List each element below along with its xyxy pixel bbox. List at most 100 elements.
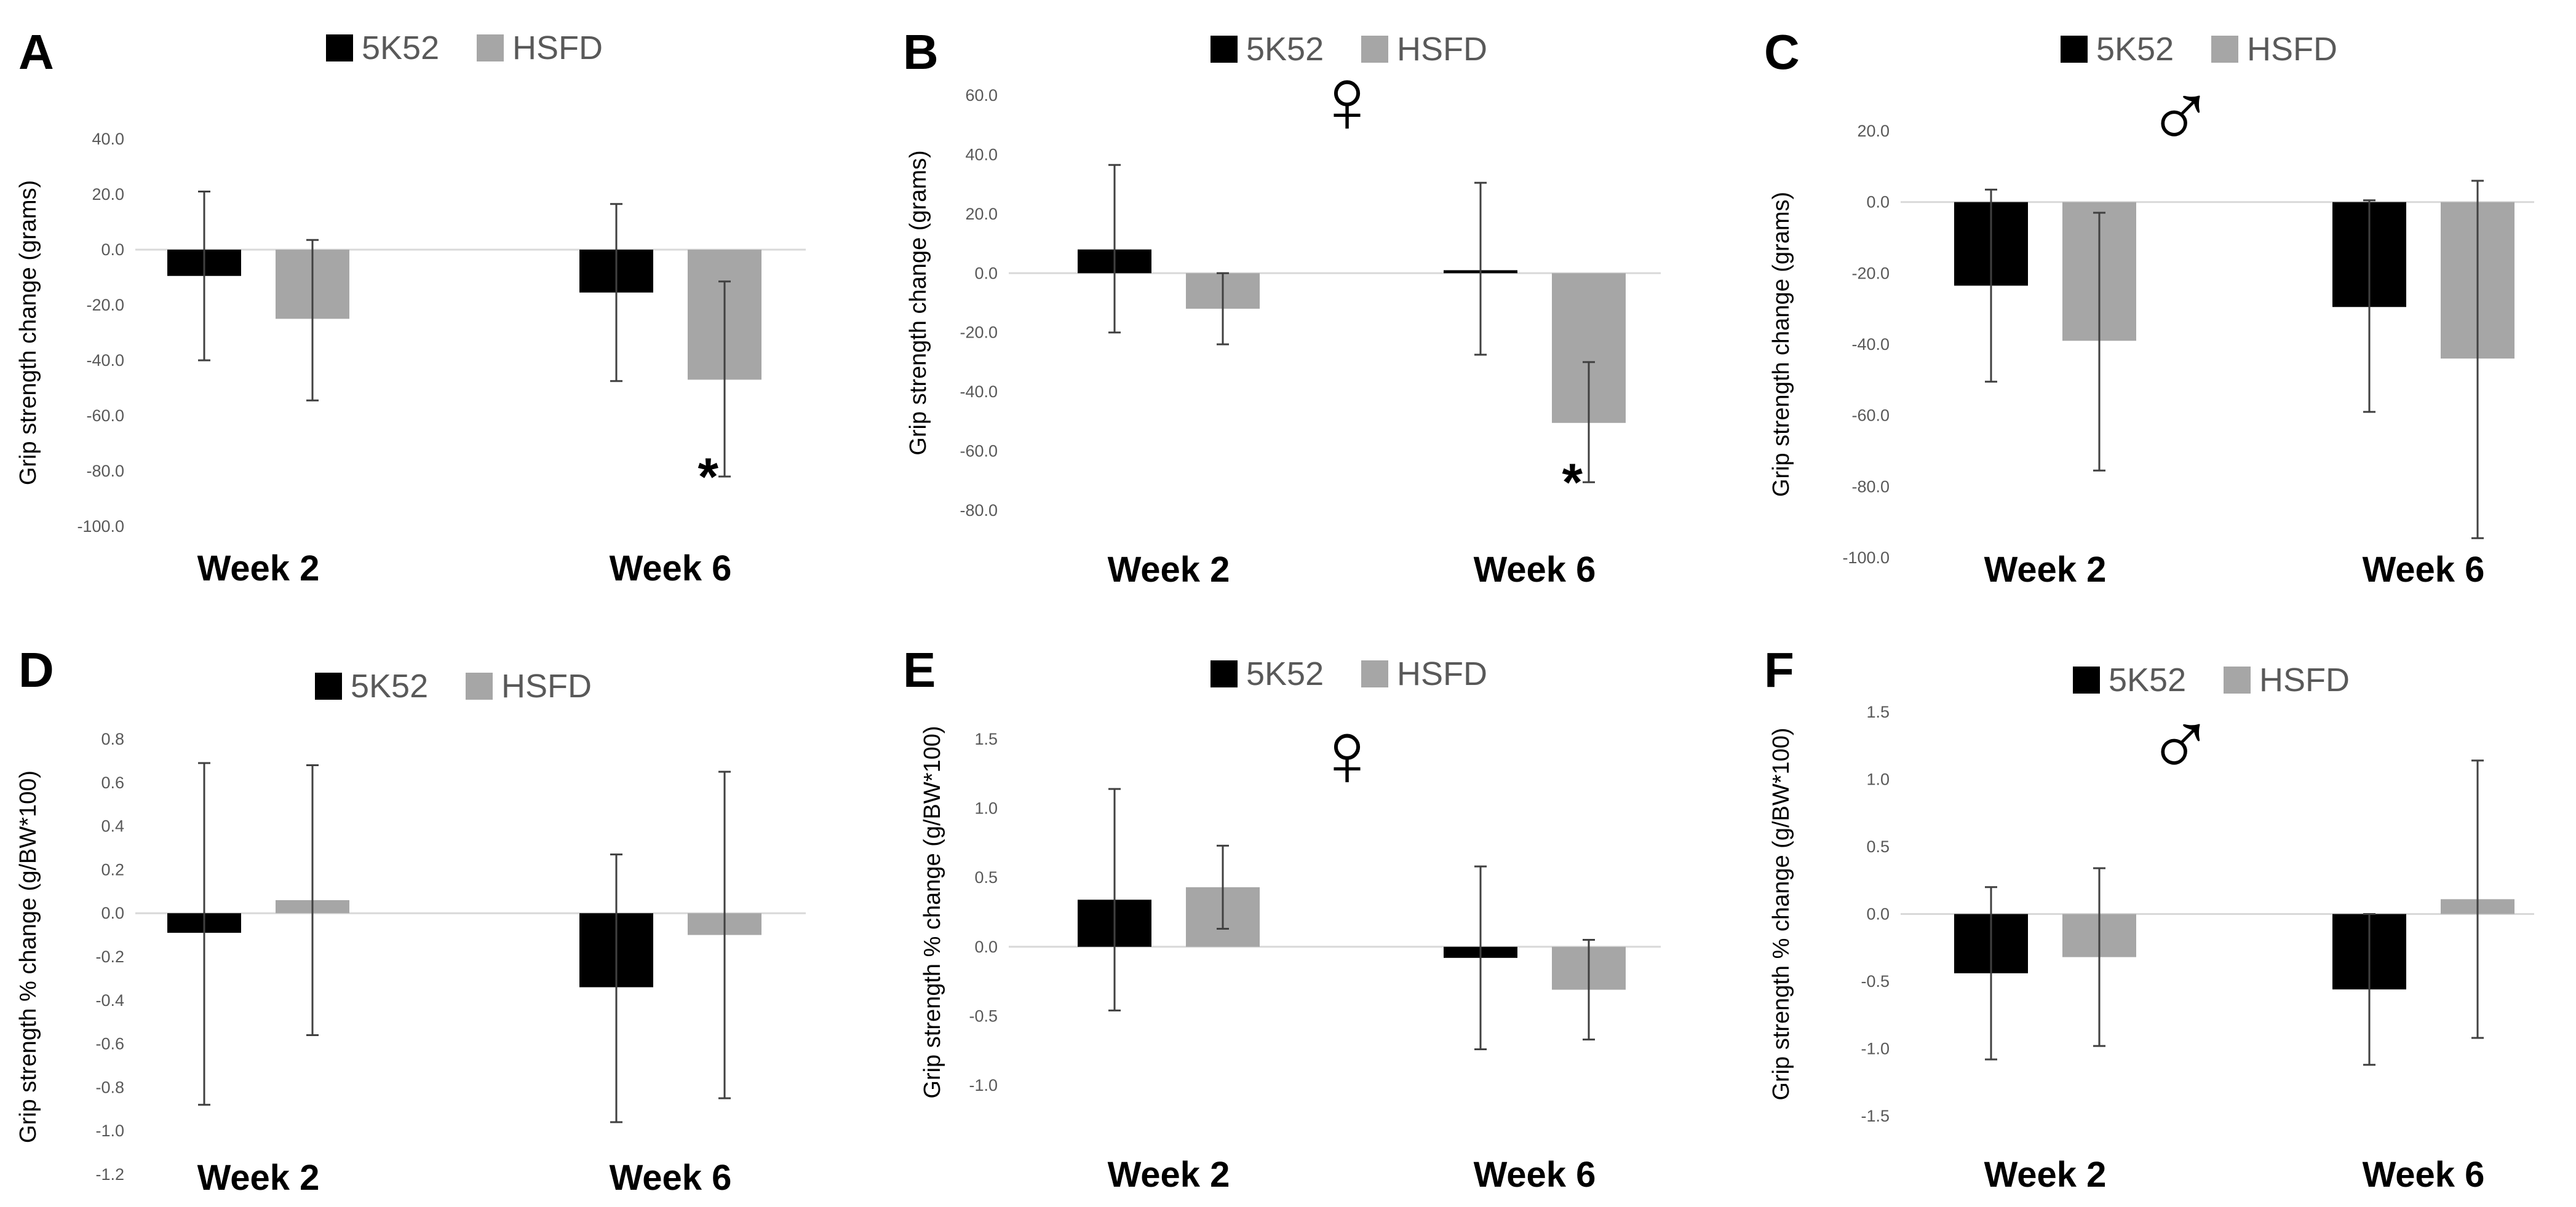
y-tick-label: -40.0: [86, 351, 124, 370]
x-category-label: Week 6: [610, 548, 732, 588]
y-tick-label: -80.0: [960, 501, 998, 520]
y-tick-label: 40.0: [92, 130, 124, 148]
y-tick-label: -0.6: [95, 1035, 124, 1053]
panel-d: D 5K52 HSFD 0.8 0.6 0.4 0.2 0.0 -0.2 -0.4 -0.6 -0.8…: [15, 643, 806, 1198]
x-category-label: Week 2: [1984, 550, 2107, 590]
significance-star: *: [698, 448, 719, 507]
legend-label-hsfd: HSFD: [2259, 662, 2350, 698]
y-tick-label: -40.0: [960, 382, 998, 401]
y-tick-label: -60.0: [960, 442, 998, 461]
y-tick-label: -20.0: [86, 296, 124, 314]
y-tick-label: 0.5: [1866, 837, 1890, 856]
legend-swatch-5k52: [1210, 660, 1238, 687]
significance-star: *: [1562, 453, 1583, 512]
legend-swatch-5k52: [2061, 36, 2088, 63]
y-tick-label: -0.5: [1861, 972, 1890, 991]
y-tick-label: 1.5: [974, 730, 998, 748]
panel-label: C: [1764, 25, 1800, 79]
panel-c: C 5K52 HSFD 20.0 0.0 -20.0 -40.0 -60.0 -80.0 -100…: [1764, 25, 2534, 590]
male-symbol-icon: ♂: [2146, 64, 2216, 167]
panel-e: E 5K52 HSFD 1.5 1.0 0.5 0.0 -0.5 -1.0 Grip streng…: [903, 643, 1661, 1195]
legend-label-5k52: 5K52: [351, 668, 428, 705]
y-tick-label: -80.0: [1851, 477, 1890, 496]
y-tick-label: -1.2: [95, 1165, 124, 1184]
y-tick-label: 0.0: [101, 904, 124, 922]
y-tick-label: 0.5: [974, 868, 998, 887]
y-tick-label: 1.0: [974, 799, 998, 818]
y-tick-label: -60.0: [1851, 406, 1890, 425]
x-category-label: Week 2: [197, 1158, 320, 1198]
y-tick-label: 0.6: [101, 774, 124, 792]
x-category-label: Week 6: [1474, 1155, 1596, 1195]
y-tick-label: 0.2: [101, 860, 124, 879]
y-tick-label: 40.0: [965, 145, 998, 164]
legend-swatch-hsfd: [1361, 660, 1388, 687]
legend-swatch-hsfd: [2224, 667, 2251, 694]
x-category-label: Week 6: [2363, 550, 2485, 590]
y-axis-label: Grip strength change (grams): [905, 150, 931, 455]
legend-label-5k52: 5K52: [362, 30, 439, 66]
legend-swatch-5k52: [1210, 36, 1238, 63]
y-tick-label: -80.0: [86, 462, 124, 480]
panel-label: B: [903, 25, 939, 79]
x-category-label: Week 6: [610, 1158, 732, 1198]
y-tick-label: 0.0: [101, 240, 124, 259]
legend-swatch-hsfd: [477, 34, 504, 61]
female-symbol-icon: ♀: [1313, 49, 1382, 152]
y-tick-label: -40.0: [1851, 335, 1890, 354]
female-symbol-icon: ♀: [1313, 702, 1382, 805]
y-tick-label: -0.5: [969, 1007, 998, 1025]
y-axis-label: Grip strength % change (g/BW*100): [920, 726, 945, 1098]
legend-label-hsfd: HSFD: [512, 30, 603, 66]
legend-swatch-5k52: [315, 673, 342, 700]
panel-a: A 5K52 HSFD 40.0 20.0 0.0 -20.0 -40.0 -60.0 -80.0…: [15, 25, 806, 588]
y-tick-label: -1.0: [1861, 1040, 1890, 1058]
legend-label-hsfd: HSFD: [2247, 31, 2337, 68]
y-tick-label: 0.0: [974, 938, 998, 956]
legend-label-hsfd: HSFD: [1397, 655, 1487, 692]
y-tick-label: -1.0: [95, 1122, 124, 1140]
legend-swatch-hsfd: [1361, 36, 1388, 63]
y-tick-label: -60.0: [86, 406, 124, 425]
x-category-label: Week 2: [1984, 1155, 2107, 1195]
y-tick-label: 20.0: [1857, 122, 1890, 140]
legend-label-hsfd: HSFD: [1397, 31, 1487, 68]
y-tick-label: 0.8: [101, 730, 124, 748]
y-tick-label: -20.0: [1851, 264, 1890, 282]
y-tick-label: 0.0: [1866, 193, 1890, 212]
legend-swatch-hsfd: [466, 673, 493, 700]
y-axis-label: Grip strength % change (g/BW*100): [1768, 727, 1794, 1100]
y-tick-label: -100.0: [1842, 548, 1890, 567]
x-category-label: Week 2: [1108, 1155, 1230, 1195]
panel-label: F: [1764, 643, 1794, 697]
y-tick-label: 0.0: [1866, 905, 1890, 924]
x-category-label: Week 6: [1474, 550, 1596, 590]
y-tick-label: 20.0: [92, 185, 124, 204]
y-tick-label: -1.5: [1861, 1107, 1890, 1125]
legend-label-hsfd: HSFD: [501, 668, 592, 705]
y-tick-label: 20.0: [965, 205, 998, 223]
panel-b: B 5K52 HSFD 60.0 40.0 20.0 0.0 -20.0 -40.0 -60.0 -…: [903, 25, 1661, 590]
legend-label-5k52: 5K52: [2096, 31, 2174, 68]
y-tick-label: 1.5: [1866, 703, 1890, 721]
x-category-label: Week 6: [2363, 1155, 2485, 1195]
panel-label: D: [18, 643, 54, 697]
y-tick-label: -0.8: [95, 1078, 124, 1096]
legend-swatch-5k52: [326, 34, 353, 61]
y-tick-label: 60.0: [965, 86, 998, 105]
legend-swatch-5k52: [2073, 667, 2100, 694]
panel-f: F 5K52 HSFD 1.5 1.0 0.5 0.0 -0.5 -1.0 -1.5 Grip st…: [1764, 643, 2534, 1195]
x-category-label: Week 2: [1108, 550, 1230, 590]
y-axis-label: Grip strength change (grams): [15, 180, 41, 485]
y-tick-label: -0.2: [95, 948, 124, 966]
y-tick-label: -0.4: [95, 991, 124, 1010]
y-tick-label: -1.0: [969, 1076, 998, 1094]
y-tick-label: 1.0: [1866, 770, 1890, 789]
legend-label-5k52: 5K52: [2109, 662, 2186, 698]
legend-label-5k52: 5K52: [1246, 31, 1324, 68]
y-tick-label: -20.0: [960, 323, 998, 342]
y-tick-label: 0.0: [974, 264, 998, 282]
x-category-label: Week 2: [197, 548, 320, 588]
legend-label-5k52: 5K52: [1246, 655, 1324, 692]
